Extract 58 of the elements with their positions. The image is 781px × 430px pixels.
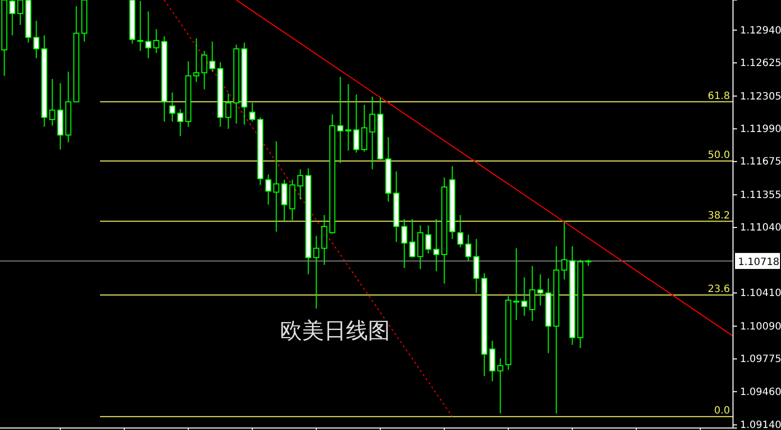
candlestick: [9, 0, 16, 36]
candlestick: [289, 179, 296, 221]
y-tick-label: 1.11675: [740, 156, 781, 168]
annotation: 23.6: [708, 284, 730, 296]
y-tick-label: 1.12305: [740, 91, 781, 102]
annotation: 38.2: [708, 210, 730, 222]
candlestick: [177, 108, 184, 137]
candlestick: [425, 224, 432, 254]
y-tick-label: 1.12940: [740, 25, 781, 36]
candlestick: [537, 274, 544, 306]
candlestick: [433, 218, 440, 272]
y-tick-label: 1.11355: [740, 190, 781, 201]
candlestick: [225, 92, 232, 130]
candlestick: [281, 179, 288, 222]
candlestick: [529, 265, 536, 322]
y-tick-label: 1.11990: [740, 124, 781, 136]
y-tick-label: 1.12625: [740, 58, 781, 70]
y-tick-label: 1.10090: [740, 321, 781, 332]
candlestick: [33, 20, 40, 59]
annotation: 0.0: [714, 406, 730, 417]
annotation: 50.0: [708, 150, 730, 162]
candlestick: [345, 84, 352, 152]
candlestick: [369, 96, 376, 170]
candlestick: [521, 276, 528, 316]
candlestick: [497, 358, 504, 414]
candlestick: [409, 218, 416, 258]
y-tick-label: 1.09460: [740, 386, 781, 398]
candlestick: [465, 234, 472, 262]
candlestick: [273, 140, 280, 232]
candlestick: [209, 41, 216, 72]
candlestick: [201, 50, 208, 90]
candlestick: [513, 248, 520, 320]
candlestick: [193, 38, 200, 83]
candlestick: [145, 10, 152, 59]
candlestick: [153, 28, 160, 54]
candlestick: [361, 104, 368, 152]
candlestick: [49, 78, 56, 126]
candlestick: [313, 235, 320, 310]
candlestick: [353, 94, 360, 154]
y-tick-label: 1.09775: [740, 354, 781, 366]
candlestick: [473, 238, 480, 294]
candlestick: [321, 214, 328, 266]
annotation: 欧美日线图: [280, 319, 390, 344]
y-tick-label: 1.11040: [740, 222, 781, 234]
candlestick: [401, 218, 408, 269]
candlestick: [561, 222, 568, 280]
y-tick-label: 1.09140: [740, 420, 781, 430]
candlestick: [249, 102, 256, 122]
candlestick: [297, 168, 304, 200]
candlestick: [265, 174, 272, 206]
candlestick: [169, 92, 176, 122]
candlestick: [417, 224, 424, 270]
candlestick: [489, 340, 496, 382]
y-tick-label: 1.10410: [740, 288, 781, 300]
candlestick: [337, 76, 344, 164]
ref-line-label: 1.10718: [738, 256, 780, 268]
candlestick: [457, 214, 464, 248]
annotation: 61.8: [708, 90, 730, 102]
